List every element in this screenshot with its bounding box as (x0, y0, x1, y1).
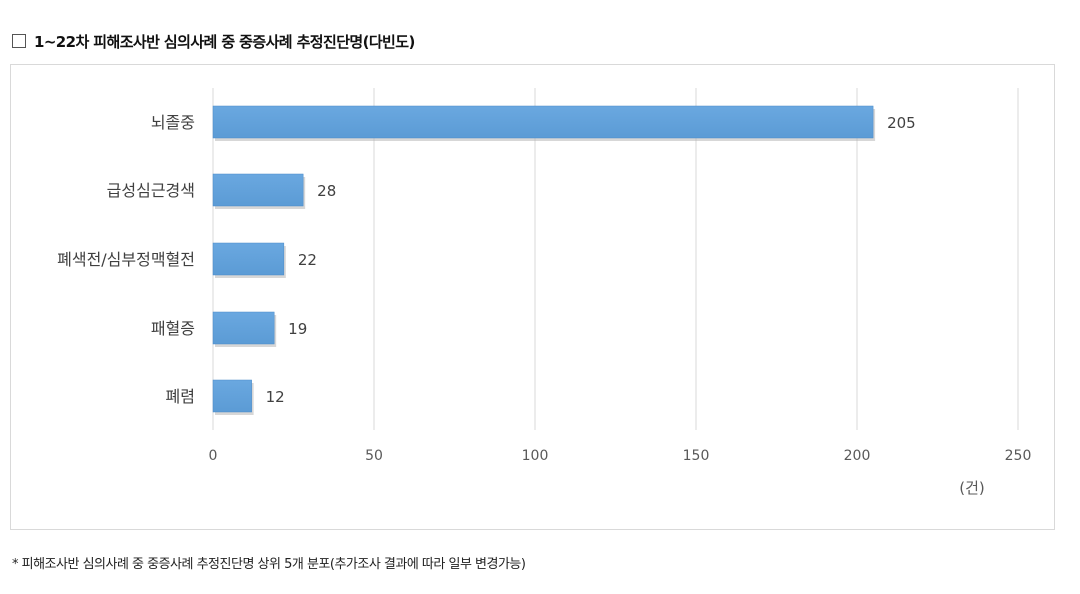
chart-title: 1~22차 피해조사반 심의사례 중 중증사례 추정진단명(다빈도) (34, 32, 415, 51)
bar (212, 379, 252, 413)
chart-title-row: 1~22차 피해조사반 심의사례 중 중증사례 추정진단명(다빈도) (12, 31, 415, 51)
x-tick-label: 50 (365, 448, 383, 464)
footnote: * 피해조사반 심의사례 중 중증사례 추정진단명 상위 5개 분포(추가조사 … (12, 557, 526, 572)
data-label: 12 (266, 388, 285, 406)
bar (212, 105, 874, 139)
bar (212, 311, 275, 345)
category-label: 뇌졸중 (151, 113, 195, 132)
data-label: 205 (887, 114, 916, 132)
category-label: 패혈증 (151, 319, 195, 338)
unit-label: (건) (959, 479, 985, 497)
x-tick-label: 200 (844, 448, 871, 464)
chart-frame (10, 64, 1055, 530)
x-tick-labels: 0 50 100 150 200 250 (209, 448, 1032, 464)
data-label: 19 (288, 320, 307, 338)
data-label: 22 (298, 251, 317, 269)
gridlines (212, 88, 1019, 430)
value-labels: 205 28 22 19 12 (266, 114, 916, 406)
bar (212, 242, 285, 276)
category-label: 급성심근경색 (107, 181, 195, 200)
bars (212, 105, 876, 415)
category-label: 폐색전/심부정맥혈전 (57, 250, 195, 269)
bar (212, 173, 304, 207)
x-tick-label: 100 (522, 448, 549, 464)
x-tick-label: 0 (209, 448, 218, 464)
category-label: 폐렴 (166, 387, 195, 406)
data-label: 28 (317, 182, 336, 200)
checkbox-icon[interactable] (12, 34, 26, 48)
x-tick-label: 150 (683, 448, 710, 464)
x-tick-label: 250 (1005, 448, 1032, 464)
